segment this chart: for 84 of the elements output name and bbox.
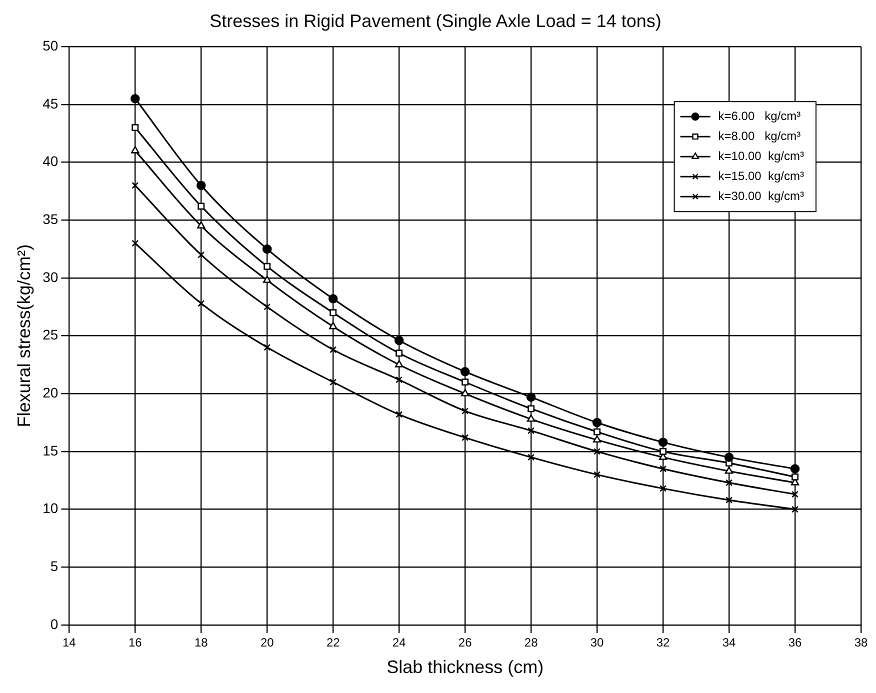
- point: [660, 485, 667, 492]
- point: [132, 182, 139, 189]
- point: [724, 452, 734, 462]
- point: [660, 448, 667, 455]
- point: [526, 392, 536, 402]
- point: [394, 360, 404, 368]
- point: [592, 418, 602, 428]
- point: [198, 251, 205, 258]
- y-tick-label: 50: [42, 37, 58, 54]
- y-tick-label: 15: [42, 442, 58, 458]
- point: [658, 438, 668, 447]
- point: [660, 465, 667, 472]
- point: [724, 466, 734, 474]
- point: [726, 479, 733, 486]
- legend-label: k=8.00 kg/cm³: [718, 128, 801, 143]
- point: [330, 346, 337, 354]
- point: [329, 322, 338, 330]
- point: [394, 336, 404, 346]
- point: [330, 309, 337, 316]
- point: [196, 180, 206, 190]
- point: [132, 124, 139, 132]
- x-tick-label: 22: [326, 636, 340, 650]
- point: [396, 410, 403, 418]
- point: [263, 276, 272, 283]
- point: [460, 367, 470, 376]
- legend-label: k=30.00 kg/cm³: [718, 188, 804, 203]
- y-axis-title: Flexural stress(kg/cm²): [14, 244, 34, 428]
- x-tick-label: 38: [854, 636, 868, 650]
- point: [264, 262, 271, 270]
- point: [130, 94, 140, 104]
- point: [594, 448, 601, 455]
- point: [528, 427, 535, 434]
- point: [792, 473, 798, 480]
- point: [262, 244, 272, 254]
- x-tick-label: 20: [260, 636, 274, 650]
- point: [792, 506, 798, 513]
- legend-label: k=6.00 kg/cm³: [718, 108, 801, 123]
- point: [726, 496, 733, 504]
- point: [198, 202, 205, 210]
- y-tick-label: 0: [50, 616, 58, 632]
- x-tick-label: 24: [392, 636, 406, 650]
- y-tick-label: 5: [50, 558, 58, 574]
- point: [132, 240, 139, 247]
- point: [528, 405, 535, 412]
- point: [594, 471, 601, 478]
- x-axis-title: Slab thickness (cm): [386, 657, 544, 678]
- point: [396, 376, 403, 384]
- point: [526, 414, 536, 422]
- point: [131, 146, 140, 154]
- point: [592, 435, 602, 443]
- point: [330, 378, 337, 386]
- x-tick-label: 30: [590, 636, 604, 650]
- y-tick-label: 40: [42, 153, 58, 170]
- point: [396, 350, 403, 357]
- y-tick-label: 10: [42, 500, 58, 516]
- x-tick-label: 28: [524, 636, 538, 650]
- point: [328, 294, 338, 304]
- legend-label: k=15.00 kg/cm³: [718, 168, 804, 183]
- point: [462, 408, 469, 414]
- point: [594, 428, 601, 436]
- y-tick-label: 45: [42, 95, 58, 112]
- point: [790, 464, 800, 474]
- point: [462, 378, 469, 386]
- x-tick-label: 36: [788, 636, 802, 650]
- chart-title: Stresses in Rigid Pavement (Single Axle Load = 14 tons): [210, 10, 662, 31]
- y-tick-label: 30: [42, 268, 58, 285]
- y-tick-label: 35: [42, 210, 58, 227]
- point: [528, 454, 535, 461]
- point: [792, 490, 798, 498]
- point: [460, 388, 470, 396]
- point: [462, 434, 469, 442]
- y-tick-label: 20: [42, 384, 58, 400]
- x-tick-label: 32: [656, 636, 670, 650]
- x-tick-label: 26: [458, 636, 472, 650]
- point: [197, 221, 206, 229]
- point: [198, 300, 205, 307]
- legend-label: k=10.00 kg/cm³: [718, 148, 804, 163]
- x-tick-label: 14: [62, 636, 76, 650]
- point: [264, 344, 271, 351]
- x-tick-label: 16: [128, 636, 142, 650]
- y-tick-label: 25: [42, 326, 58, 343]
- x-tick-label: 34: [722, 636, 736, 650]
- x-tick-label: 18: [194, 636, 208, 650]
- point: [264, 303, 271, 310]
